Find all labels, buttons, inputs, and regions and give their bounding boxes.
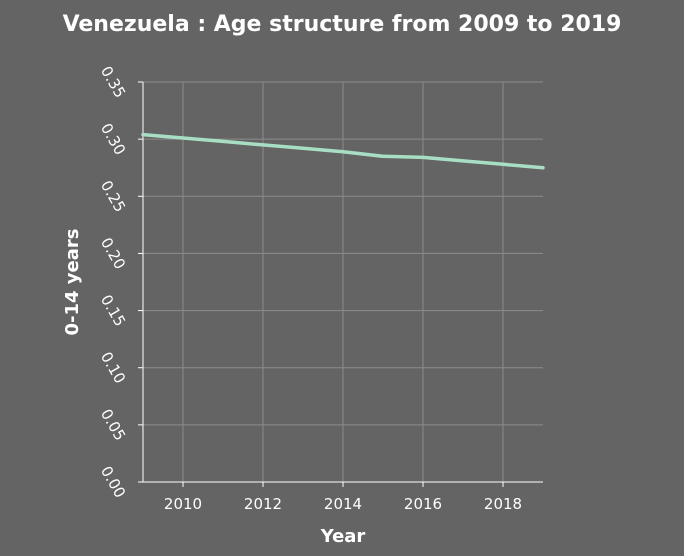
y-tick-labels: 0.00 0.05 0.10 0.15 0.20 0.25 0.30 0.35 bbox=[97, 63, 129, 501]
y-tick-label: 0.35 bbox=[97, 63, 129, 101]
series bbox=[141, 132, 545, 170]
y-tick-label: 0.00 bbox=[97, 463, 129, 501]
series-line bbox=[141, 132, 545, 170]
y-tick-label: 0.10 bbox=[97, 349, 129, 387]
y-tick-label: 0.30 bbox=[97, 120, 129, 158]
x-axis-label: Year bbox=[320, 526, 366, 547]
grid bbox=[143, 81, 543, 483]
y-tick-label: 0.15 bbox=[97, 292, 129, 330]
x-tick-label: 2014 bbox=[324, 495, 362, 513]
chart-title: Venezuela : Age structure from 2009 to 2… bbox=[63, 12, 622, 37]
axes bbox=[138, 81, 543, 487]
y-tick-label: 0.20 bbox=[97, 234, 129, 272]
y-axis-label: 0-14 years bbox=[62, 229, 83, 336]
x-tick-label: 2016 bbox=[404, 495, 442, 513]
x-tick-label: 2010 bbox=[164, 495, 202, 513]
y-tick-label: 0.25 bbox=[97, 177, 129, 215]
x-tick-label: 2018 bbox=[484, 495, 522, 513]
x-tick-label: 2012 bbox=[244, 495, 282, 513]
y-tick-label: 0.05 bbox=[97, 406, 129, 444]
x-tick-labels: 2010 2012 2014 2016 2018 bbox=[164, 495, 522, 513]
